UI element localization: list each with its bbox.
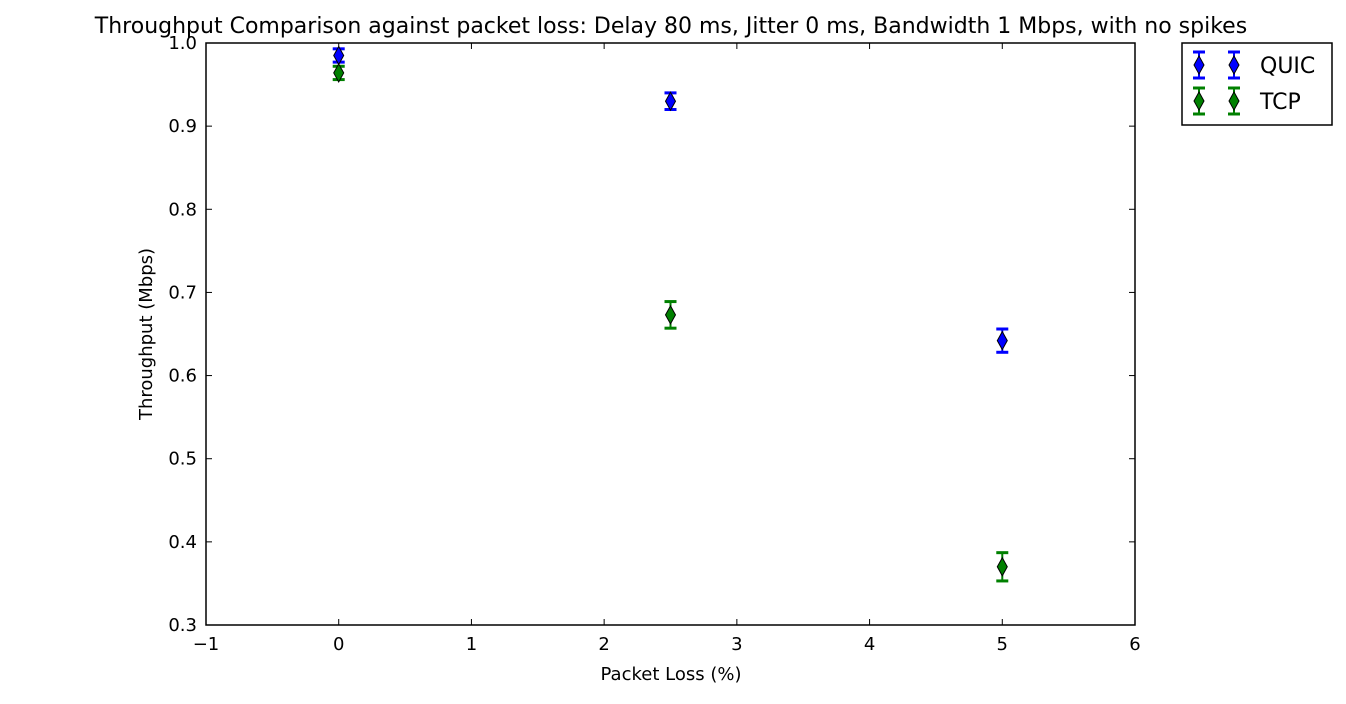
x-tick-label: 5 [997, 634, 1008, 655]
y-tick-label: 0.3 [168, 615, 197, 636]
plot-area [205, 42, 1136, 626]
tcp-data-point [664, 304, 677, 325]
x-tick-label: 1 [466, 634, 477, 655]
x-tick-label: −1 [193, 634, 220, 655]
quic-data-point [996, 330, 1008, 351]
x-axis-ticks: −1 0 1 2 3 4 5 6 [193, 43, 1141, 655]
legend-item-tcp: TCP [1193, 86, 1301, 116]
series-layer [332, 45, 1009, 583]
tcp-data-point [996, 556, 1008, 577]
x-tick-label: 0 [333, 634, 344, 655]
y-tick-label: 0.6 [168, 366, 197, 387]
y-tick-label: 1.0 [168, 33, 197, 54]
legend-frame [1181, 42, 1333, 126]
legend-label-quic: QUIC [1260, 54, 1315, 79]
quic-data-point [664, 91, 677, 112]
y-tick-label: 0.4 [168, 532, 197, 553]
legend-marker-tcp [1193, 90, 1205, 112]
legend-marker-quic [1228, 54, 1240, 76]
y-tick-label: 0.7 [168, 282, 197, 303]
legend-item-quic: QUIC [1193, 50, 1315, 80]
chart-title: Throughput Comparison against packet los… [94, 14, 1247, 39]
y-tick-label: 0.9 [168, 116, 197, 137]
x-tick-label: 6 [1129, 634, 1140, 655]
series-quic [332, 45, 1009, 354]
legend-label-tcp: TCP [1259, 90, 1301, 115]
y-axis-label: Throughput (Mbps) [136, 248, 157, 421]
legend: QUIC TCP [1181, 42, 1333, 126]
x-tick-label: 4 [864, 634, 875, 655]
x-tick-label: 3 [731, 634, 742, 655]
series-tcp [332, 62, 1009, 583]
legend-marker-quic [1193, 54, 1205, 76]
y-axis-ticks: 0.3 0.4 0.5 0.6 0.7 0.8 0.9 1.0 [168, 33, 1135, 636]
tcp-data-point [333, 62, 345, 83]
x-tick-label: 2 [598, 634, 609, 655]
y-tick-label: 0.8 [168, 199, 197, 220]
x-axis-label: Packet Loss (%) [601, 664, 742, 685]
y-tick-label: 0.5 [168, 449, 197, 470]
legend-marker-tcp [1228, 90, 1240, 112]
